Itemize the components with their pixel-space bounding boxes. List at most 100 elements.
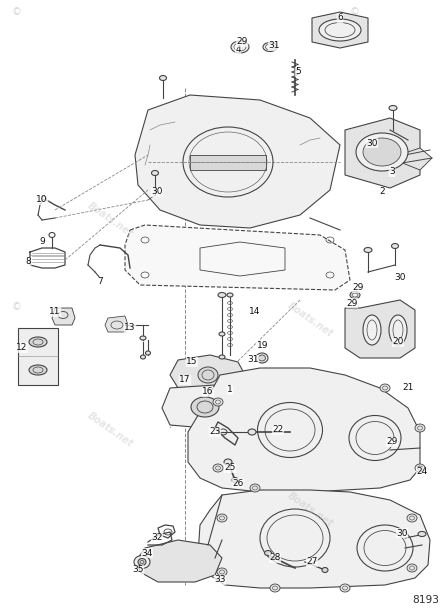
Text: 34: 34 — [141, 548, 153, 558]
Polygon shape — [390, 148, 432, 170]
Polygon shape — [105, 316, 128, 332]
Text: 20: 20 — [392, 337, 404, 346]
Polygon shape — [198, 490, 430, 588]
Text: 35: 35 — [132, 565, 144, 575]
Text: 25: 25 — [224, 464, 236, 473]
Polygon shape — [345, 118, 420, 188]
Text: 30: 30 — [394, 273, 406, 282]
Text: Boats.net: Boats.net — [85, 411, 135, 450]
Ellipse shape — [319, 19, 361, 41]
Ellipse shape — [29, 365, 47, 375]
Text: 29: 29 — [236, 37, 248, 46]
Text: 30: 30 — [366, 138, 378, 148]
Text: 32: 32 — [151, 534, 163, 542]
Text: 22: 22 — [272, 426, 284, 434]
Ellipse shape — [256, 353, 268, 363]
Ellipse shape — [350, 292, 360, 298]
Ellipse shape — [415, 464, 425, 472]
Text: ©: © — [350, 302, 360, 312]
Ellipse shape — [263, 43, 277, 51]
Ellipse shape — [407, 564, 417, 572]
Text: 17: 17 — [179, 376, 191, 384]
Ellipse shape — [418, 531, 426, 537]
Ellipse shape — [231, 41, 249, 53]
Ellipse shape — [213, 398, 223, 406]
Polygon shape — [135, 95, 340, 228]
Ellipse shape — [248, 429, 256, 435]
Text: 31: 31 — [268, 41, 280, 51]
Text: 33: 33 — [214, 575, 226, 584]
Text: 28: 28 — [270, 553, 281, 562]
Text: 10: 10 — [36, 195, 48, 204]
Text: 24: 24 — [416, 467, 428, 476]
Text: 5: 5 — [295, 68, 301, 76]
Polygon shape — [18, 328, 58, 385]
Text: Boats.net: Boats.net — [85, 201, 135, 239]
Ellipse shape — [191, 397, 219, 417]
Ellipse shape — [29, 337, 47, 347]
Ellipse shape — [270, 584, 280, 592]
Ellipse shape — [232, 478, 238, 483]
Ellipse shape — [219, 355, 225, 359]
Text: 13: 13 — [124, 323, 136, 332]
Ellipse shape — [363, 138, 401, 166]
Ellipse shape — [415, 424, 425, 432]
Ellipse shape — [140, 355, 146, 359]
Ellipse shape — [151, 171, 159, 176]
Text: 30: 30 — [151, 187, 163, 196]
Text: 3: 3 — [389, 168, 395, 176]
Text: 16: 16 — [202, 387, 214, 397]
Ellipse shape — [407, 514, 417, 522]
Ellipse shape — [258, 355, 266, 361]
Ellipse shape — [213, 464, 223, 472]
Ellipse shape — [217, 514, 227, 522]
Polygon shape — [162, 385, 248, 428]
Ellipse shape — [363, 315, 381, 345]
Ellipse shape — [364, 248, 372, 253]
Text: 1: 1 — [227, 386, 233, 395]
Text: ©: © — [12, 302, 22, 312]
Text: 8193: 8193 — [412, 595, 439, 605]
Ellipse shape — [265, 550, 271, 556]
Ellipse shape — [227, 293, 233, 297]
Text: 21: 21 — [402, 384, 414, 392]
Ellipse shape — [340, 584, 350, 592]
Ellipse shape — [218, 293, 226, 298]
Ellipse shape — [198, 367, 218, 383]
Text: 31: 31 — [247, 356, 259, 365]
Text: 19: 19 — [257, 340, 269, 350]
Text: ©: © — [350, 7, 360, 17]
Polygon shape — [138, 540, 222, 582]
Polygon shape — [125, 225, 350, 290]
Ellipse shape — [389, 106, 397, 110]
Text: 4: 4 — [235, 46, 241, 54]
Text: 9: 9 — [39, 237, 45, 246]
Text: 8: 8 — [25, 257, 31, 267]
Text: 12: 12 — [16, 343, 28, 353]
Ellipse shape — [224, 459, 232, 465]
Ellipse shape — [392, 243, 399, 248]
Ellipse shape — [380, 384, 390, 392]
Text: 15: 15 — [186, 357, 198, 367]
Ellipse shape — [219, 332, 225, 336]
Text: 7: 7 — [97, 278, 103, 287]
Text: ©: © — [12, 7, 22, 17]
Ellipse shape — [140, 336, 146, 340]
Ellipse shape — [41, 196, 47, 200]
Text: 26: 26 — [232, 478, 244, 487]
Ellipse shape — [322, 567, 328, 573]
Polygon shape — [52, 308, 75, 325]
Ellipse shape — [138, 559, 146, 565]
Ellipse shape — [217, 568, 227, 576]
Ellipse shape — [250, 484, 260, 492]
Ellipse shape — [159, 76, 166, 81]
Text: 27: 27 — [306, 558, 318, 567]
Ellipse shape — [389, 315, 407, 345]
Ellipse shape — [134, 556, 150, 569]
Text: 11: 11 — [49, 307, 61, 317]
Polygon shape — [190, 155, 266, 170]
Text: 6: 6 — [337, 13, 343, 23]
Text: 29: 29 — [346, 298, 358, 307]
Text: 14: 14 — [250, 307, 261, 317]
Text: 29: 29 — [352, 284, 364, 293]
